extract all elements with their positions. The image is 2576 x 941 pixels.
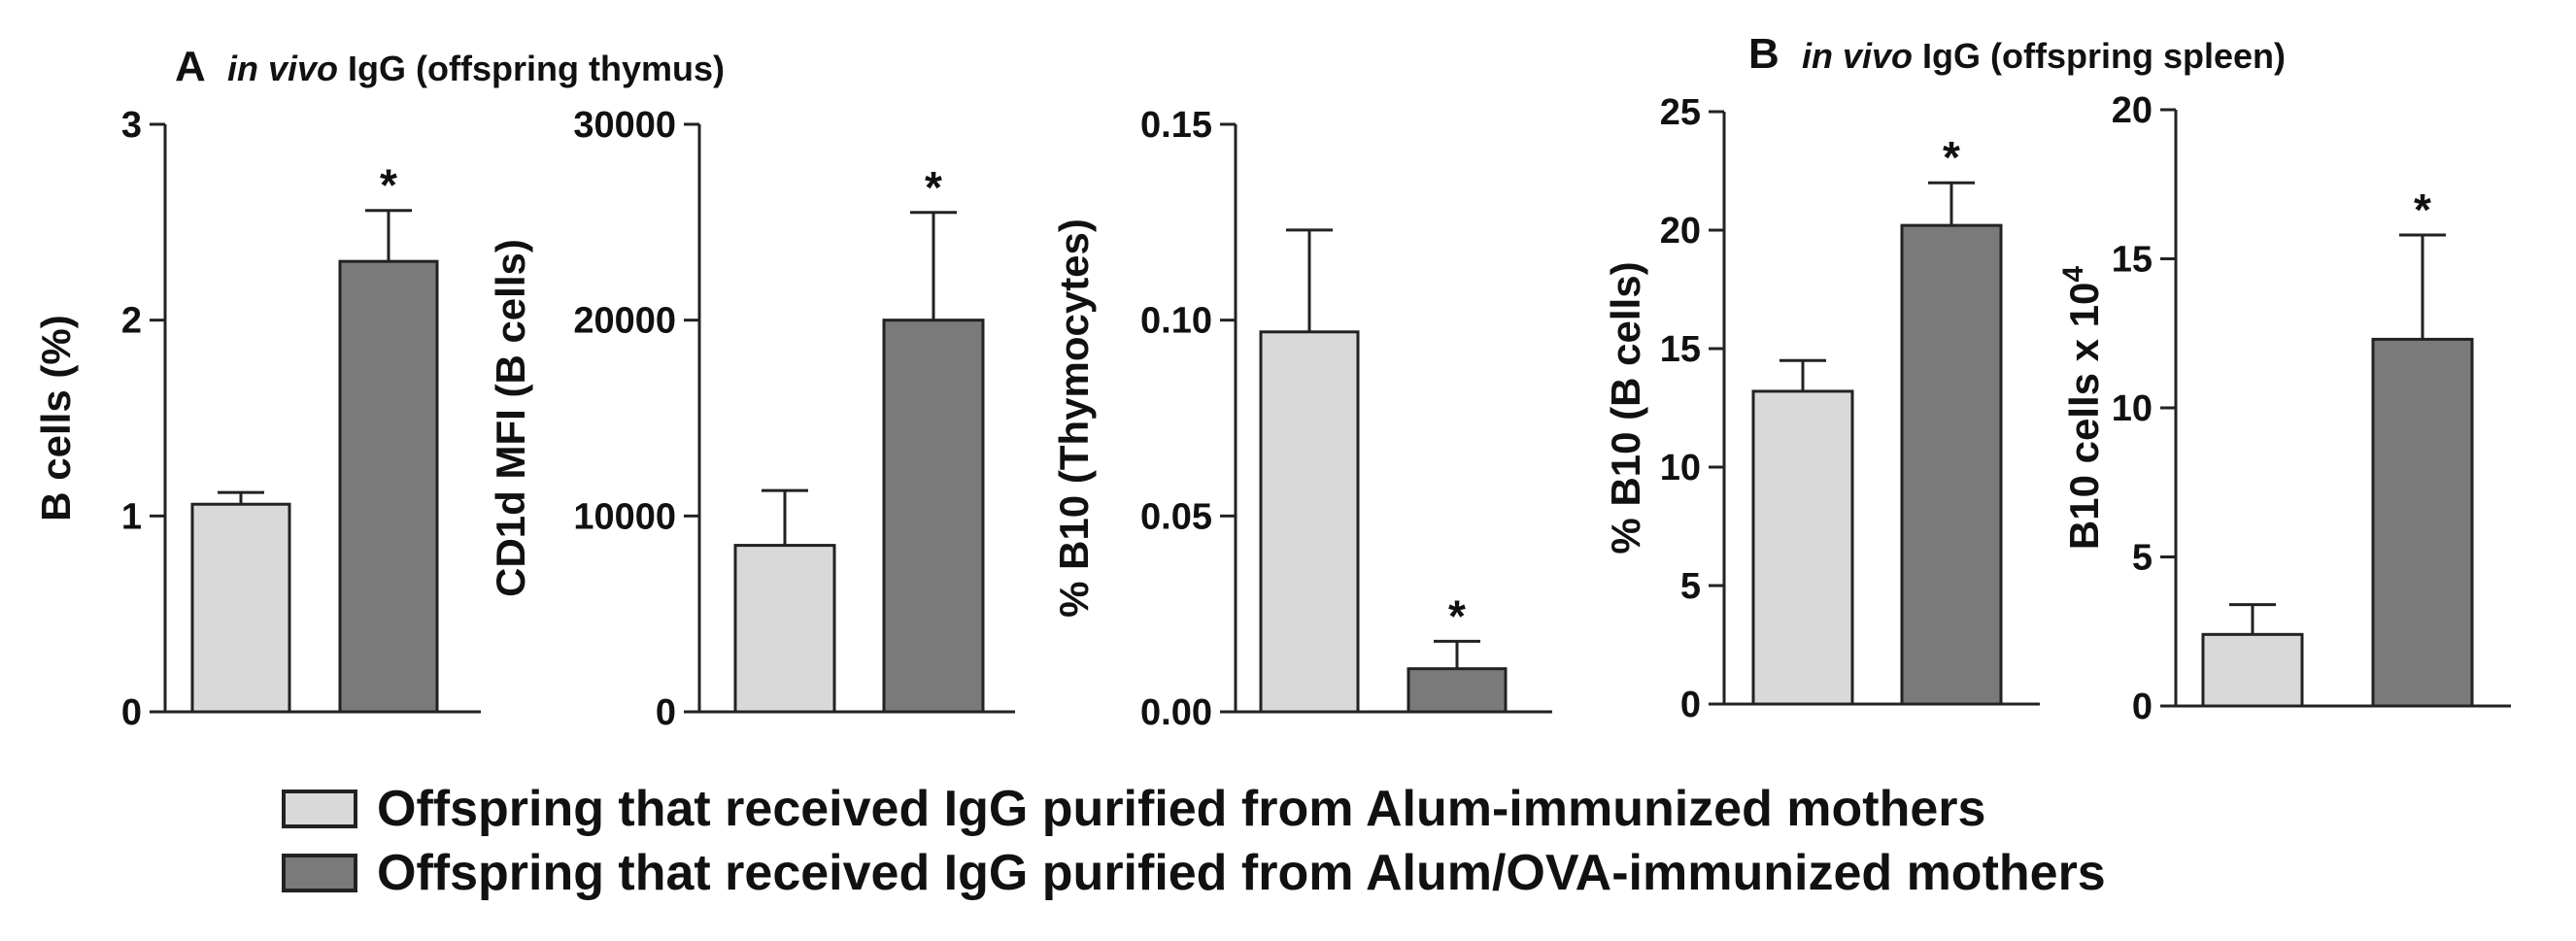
y-tick-label: 0.05 — [1140, 496, 1212, 537]
error-bar — [365, 209, 412, 262]
y-tick-label: 2 — [121, 301, 142, 342]
bar — [2371, 337, 2474, 708]
bar — [882, 319, 985, 714]
significance-star: * — [1448, 590, 1466, 641]
chart-b10-b-cells: 0 5 10 15 20 25 % B10 (B cells) * — [1603, 92, 2040, 725]
panel-b-italic: in vivo — [1802, 36, 1913, 76]
y-tick-label: 15 — [2112, 240, 2152, 281]
panel-a-letter: A — [175, 43, 206, 90]
panel-b-letter: B — [1748, 30, 1779, 78]
error-bar — [2399, 233, 2446, 340]
y-tick-label: 1 — [121, 496, 142, 537]
y-tick-label: 0.00 — [1140, 692, 1212, 733]
y-tick-label: 5 — [1680, 566, 1701, 607]
legend-item-alum-ova: Offspring that received IgG purified fro… — [282, 841, 2106, 905]
bar — [733, 544, 836, 714]
significance-star: * — [1943, 132, 1960, 183]
significance-star: * — [380, 160, 397, 211]
panel-b-title: B in vivo IgG (offspring spleen) — [1748, 30, 2286, 78]
legend: Offspring that received IgG purified fro… — [282, 777, 2106, 905]
chart-b10-thymocytes: 0.00 0.05 0.10 0.15 % B10 (Thymocytes) * — [1051, 105, 1552, 733]
y-tick-label: 30000 — [573, 105, 676, 146]
y-tick-label: 10 — [1660, 448, 1701, 488]
legend-label-alum: Offspring that received IgG purified fro… — [377, 781, 1986, 837]
y-tick-label: 25 — [1660, 92, 1701, 133]
error-bar — [1779, 358, 1826, 391]
significance-star: * — [925, 162, 942, 213]
svg-text:in vivo IgG (offspring: in vivo IgG (offspring thymus) — [227, 49, 725, 88]
error-bar — [762, 488, 808, 546]
y-tick-label: 10000 — [573, 496, 676, 537]
panel-b-title-text: IgG (offspring spleen) — [1922, 36, 2286, 76]
y-tick-label: 0.10 — [1140, 301, 1212, 342]
y-tick-label: 3 — [121, 105, 142, 146]
y-axis-label: B10 cells x 104 — [2057, 266, 2107, 551]
chart-b-cells-pct: 0 1 2 3 B cells (%) * — [33, 105, 481, 733]
y-axis-label: B cells (%) — [33, 315, 79, 521]
panel-a-title: A in vivo IgG (offspring thymus) — [175, 43, 725, 90]
error-bar — [218, 490, 264, 505]
error-bar — [1434, 639, 1480, 669]
figure: A in vivo IgG (offspring thymus) B in vi… — [33, 30, 2511, 733]
y-tick-label: 5 — [2132, 538, 2152, 579]
y-axis-label: % B10 (B cells) — [1603, 261, 1648, 554]
y-tick-label: 10 — [2112, 388, 2152, 429]
bar — [190, 502, 291, 714]
legend-swatch-alum-ova — [282, 854, 357, 892]
legend-label-alum-ova: Offspring that received IgG purified fro… — [377, 845, 2106, 901]
y-tick-label: 0.15 — [1140, 105, 1212, 146]
bar — [1900, 223, 2003, 706]
bar — [2201, 632, 2304, 708]
charts: 0 1 2 3 B cells (%) * 0 10000 20000 30000 CD1d MFI… — [33, 90, 2511, 733]
y-axis-label: CD1d MFI (B cells) — [488, 239, 533, 597]
y-tick-label: 20000 — [573, 301, 676, 342]
error-bar — [2229, 603, 2276, 635]
bar — [1751, 389, 1854, 706]
legend-item-alum: Offspring that received IgG purified fro… — [282, 777, 2106, 841]
bar — [338, 259, 439, 714]
chart-b10-count: 0 5 10 15 20 B10 cells x 104 * — [2057, 90, 2511, 727]
y-tick-label: 0 — [656, 692, 676, 733]
y-tick-label: 20 — [2112, 90, 2152, 131]
y-tick-label: 20 — [1660, 211, 1701, 252]
bar — [1259, 330, 1360, 714]
error-bar — [910, 211, 957, 320]
significance-star: * — [2414, 185, 2431, 235]
chart-cd1d-mfi: 0 10000 20000 30000 CD1d MFI (B cells) * — [488, 105, 1015, 733]
svg-text:in vivo IgG (offspring: in vivo IgG (offspring spleen) — [1802, 36, 2286, 76]
y-tick-label: 0 — [1680, 685, 1701, 725]
error-bar — [1928, 181, 1975, 226]
y-tick-label: 0 — [2132, 687, 2152, 727]
error-bar — [1286, 228, 1333, 332]
y-tick-label: 15 — [1660, 329, 1701, 370]
legend-swatch-alum — [282, 790, 357, 828]
bar — [1407, 667, 1508, 714]
y-axis-label: % B10 (Thymocytes) — [1051, 218, 1097, 618]
panel-a-italic: in vivo — [227, 49, 338, 88]
panel-a-title-text: IgG (offspring thymus) — [348, 49, 725, 88]
y-tick-label: 0 — [121, 692, 142, 733]
